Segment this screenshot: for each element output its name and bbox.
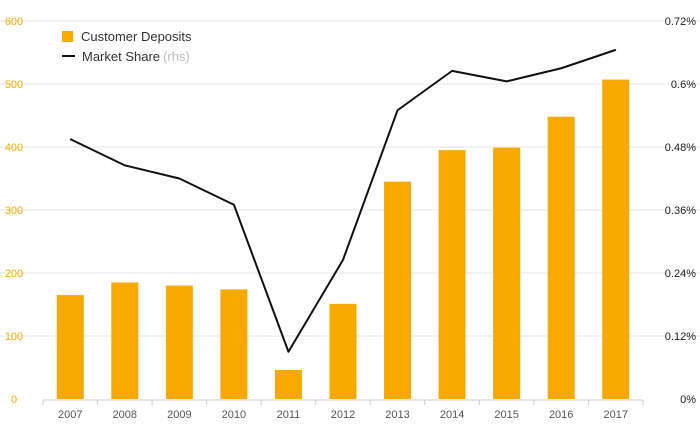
legend-label-deposits: Customer Deposits	[81, 28, 192, 44]
point-market-share	[615, 49, 617, 51]
point-market-share	[560, 67, 562, 69]
bar-series	[56, 79, 630, 399]
legend-line-swatch	[62, 55, 75, 57]
bar-customer-deposits	[56, 295, 84, 399]
legend-bar-swatch	[62, 30, 73, 42]
right-axis-tick-label: 0.24%	[665, 268, 696, 280]
legend-label-market-share: Market Share	[82, 48, 161, 64]
bar-customer-deposits	[111, 282, 139, 399]
point-market-share	[124, 164, 126, 166]
bar-customer-deposits	[329, 303, 357, 399]
right-axis-tick-label: 0.36%	[665, 205, 696, 217]
point-market-share	[397, 109, 399, 111]
point-market-share	[451, 70, 453, 72]
point-market-share	[178, 178, 180, 179]
bar-customer-deposits	[547, 116, 575, 399]
left-axis-tick-label: 600	[5, 16, 23, 28]
x-axis-tick-label: 2010	[222, 409, 246, 421]
left-axis-tick-label: 300	[5, 205, 23, 217]
axes: 0 0% 100 0.12% 200 0.24% 300 0.36% 400 0.48% 500 0.…	[5, 16, 696, 421]
legend: Customer Deposits Market Share (rhs)	[62, 26, 192, 66]
left-axis-tick-label: 0	[11, 394, 17, 406]
left-axis-tick-label: 200	[5, 268, 23, 280]
x-axis-tick-label: 2012	[331, 409, 355, 421]
x-axis-tick-label: 2014	[440, 409, 464, 421]
line-series	[69, 48, 617, 353]
right-axis-tick-label: 0.48%	[665, 142, 696, 154]
legend-item-deposits: Customer Deposits	[62, 26, 192, 46]
x-axis-tick-label: 2017	[603, 409, 627, 421]
bar-customer-deposits	[602, 79, 630, 399]
right-axis-tick-label: 0.6%	[671, 79, 696, 91]
right-axis-tick-label: 0.12%	[665, 331, 696, 343]
x-axis-tick-label: 2009	[167, 409, 191, 421]
left-axis-tick-label: 100	[5, 331, 23, 343]
legend-item-market-share: Market Share (rhs)	[62, 46, 192, 66]
legend-label-rhs-note: (rhs)	[163, 48, 190, 64]
point-market-share	[342, 259, 344, 261]
point-market-share	[506, 80, 508, 82]
x-axis-tick-label: 2013	[385, 409, 409, 421]
bar-customer-deposits	[274, 370, 302, 399]
bar-customer-deposits	[220, 289, 248, 399]
point-market-share	[233, 204, 235, 206]
left-axis-tick-label: 500	[5, 79, 23, 91]
right-axis-tick-label: 0%	[680, 394, 696, 406]
bar-customer-deposits	[438, 150, 466, 399]
x-axis-tick-label: 2016	[549, 409, 573, 421]
point-market-share	[287, 351, 289, 353]
x-axis-tick-label: 2007	[58, 409, 82, 421]
x-axis-tick-label: 2015	[494, 409, 518, 421]
right-axis-tick-label: 0.72%	[665, 16, 696, 28]
bar-customer-deposits	[165, 285, 193, 399]
bar-customer-deposits	[493, 147, 521, 399]
gridlines	[0, 20, 700, 337]
left-axis-tick-label: 400	[5, 142, 23, 154]
bar-customer-deposits	[384, 181, 412, 399]
x-axis-tick-label: 2008	[113, 409, 137, 421]
point-market-share	[69, 138, 71, 140]
x-axis-tick-label: 2011	[277, 409, 301, 421]
